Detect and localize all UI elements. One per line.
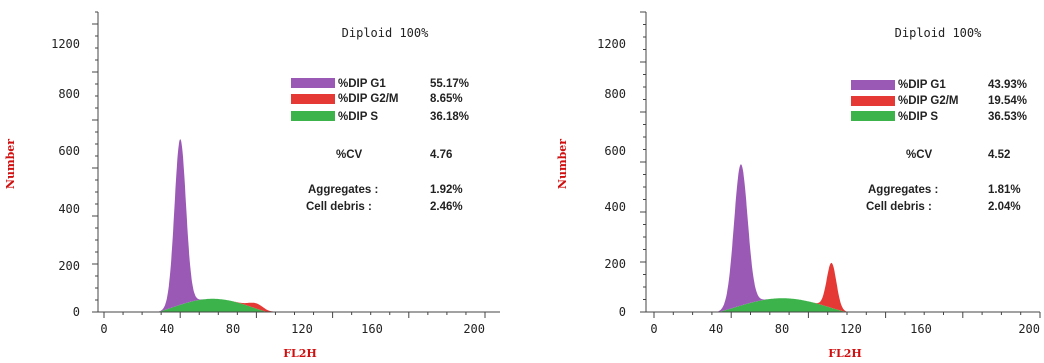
x-tick-label: 40 [160, 322, 174, 336]
x-tick-label: 0 [650, 322, 657, 336]
y-tick-label: 600 [604, 144, 626, 158]
legend-swatch-s [851, 111, 895, 121]
x-tick-label: 160 [910, 322, 932, 336]
stat-value: 1.92% [430, 184, 463, 196]
y-minor-ticks [92, 11, 98, 313]
x-tick-label: 200 [463, 322, 485, 336]
histogram-panel-right: 0 200 400 600 800 1200 0 40 80 120 160 2… [556, 11, 1041, 360]
y-tick-label: 600 [58, 144, 80, 158]
stat-value: 2.46% [430, 201, 463, 213]
legend-value: 55.17% [430, 78, 469, 90]
legend-swatch-g1 [851, 80, 895, 90]
x-tick-label: 200 [1018, 322, 1040, 336]
series-g1-peak [713, 164, 768, 312]
x-tick-label: 80 [226, 322, 240, 336]
y-tick-label: 200 [58, 259, 80, 273]
histogram-marks [157, 139, 287, 312]
x-axis-ticks [103, 312, 486, 318]
y-axis-label: Number [4, 139, 17, 189]
x-axis-label: FL2H [828, 347, 862, 360]
legend: %DIP G1 43.93% %DIP G2/M 19.54% %DIP S 3… [851, 79, 1027, 213]
y-axis-label: Number [556, 139, 569, 189]
x-axis-label: FL2H [283, 347, 317, 360]
stat-label: Cell debris : [866, 201, 932, 213]
legend-label: %DIP S [338, 111, 378, 123]
x-tick-label: 80 [775, 322, 789, 336]
y-tick-label: 200 [604, 257, 626, 271]
legend-label: %DIP G1 [898, 79, 946, 91]
stat-value: 4.52 [988, 149, 1010, 161]
legend: %DIP G1 55.17% %DIP G2/M 8.65% %DIP S 36… [291, 78, 469, 213]
legend-label: %DIP G2/M [898, 95, 959, 107]
legend-swatch-g2m [291, 94, 335, 104]
histogram-marks [713, 164, 851, 312]
stat-value: 1.81% [988, 184, 1021, 196]
y-tick-label: 400 [604, 200, 626, 214]
y-minor-ticks [640, 11, 646, 313]
legend-value: 36.18% [430, 111, 469, 123]
series-g1-peak [157, 139, 204, 312]
legend-swatch-g2m [851, 96, 895, 106]
legend-label: %DIP S [898, 111, 938, 123]
y-tick-label: 400 [58, 202, 80, 216]
x-tick-label: 160 [361, 322, 383, 336]
x-tick-label: 120 [291, 322, 313, 336]
stat-label: Aggregates : [308, 184, 378, 196]
y-tick-label: 0 [73, 305, 80, 319]
y-tick-label: 1200 [597, 37, 626, 51]
legend-label: %DIP G2/M [338, 93, 399, 105]
series-g2m-peak [225, 299, 287, 312]
series-s-area [157, 298, 268, 312]
y-tick-label: 1200 [51, 37, 80, 51]
stat-value: 2.04% [988, 201, 1021, 213]
stat-value: 4.76 [430, 149, 452, 161]
chart-title: Diploid 100% [342, 26, 429, 40]
y-tick-label: 800 [604, 87, 626, 101]
series-s-area [717, 298, 847, 312]
x-tick-label: 0 [100, 322, 107, 336]
chart-title: Diploid 100% [895, 26, 982, 40]
series-g2m-peak [812, 262, 851, 312]
stat-label: %CV [906, 149, 933, 161]
x-tick-label: 120 [840, 322, 862, 336]
legend-value: 19.54% [988, 95, 1027, 107]
legend-label: %DIP G1 [338, 78, 386, 90]
legend-swatch-s [291, 111, 335, 121]
histogram-panel-left: 0 200 400 600 800 1200 0 40 80 120 160 2… [4, 11, 500, 360]
y-tick-label: 0 [619, 305, 626, 319]
x-axis-ticks [653, 312, 1041, 318]
legend-value: 36.53% [988, 111, 1027, 123]
x-tick-label: 40 [709, 322, 723, 336]
legend-value: 8.65% [430, 93, 463, 105]
stat-label: Cell debris : [306, 201, 372, 213]
stat-label: %CV [336, 149, 363, 161]
stat-label: Aggregates : [868, 184, 938, 196]
legend-swatch-g1 [291, 78, 335, 88]
legend-value: 43.93% [988, 79, 1027, 91]
y-tick-label: 800 [58, 87, 80, 101]
